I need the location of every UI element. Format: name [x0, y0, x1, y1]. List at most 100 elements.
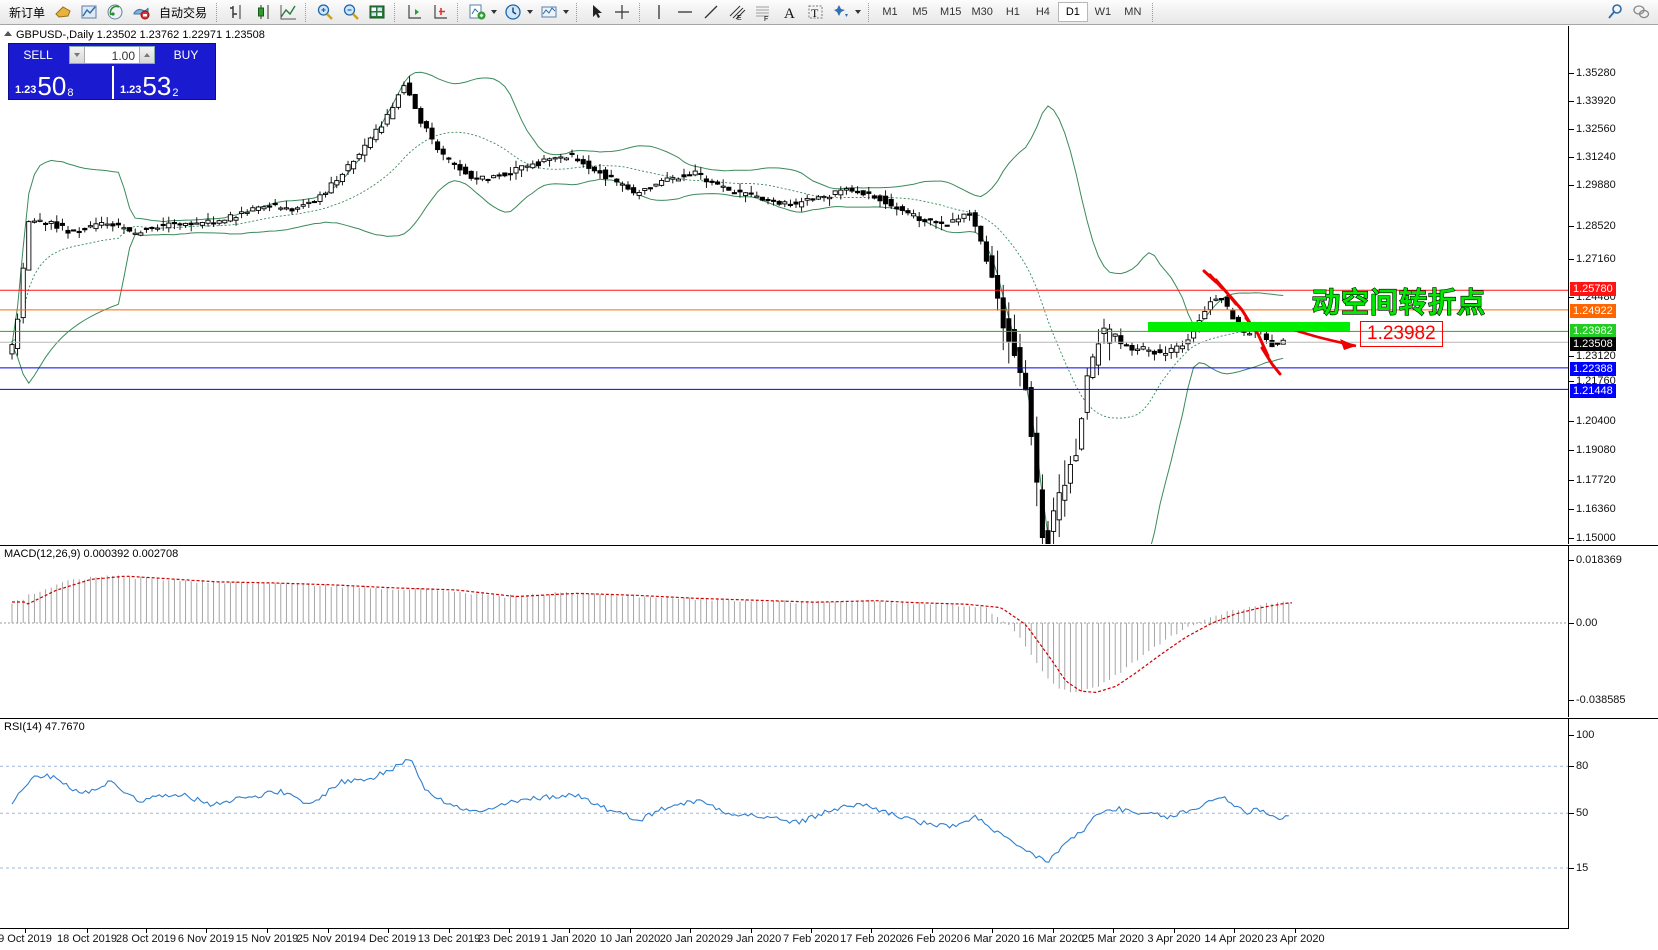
line-chart-icon[interactable] [275, 1, 301, 23]
price-level-badge[interactable]: 1.25780 [1570, 282, 1616, 296]
time-axis-mark [328, 929, 329, 933]
price-axis-tick: 1.15000 [1569, 532, 1616, 544]
price-level-badge[interactable]: 1.23508 [1570, 337, 1616, 351]
trendline-icon[interactable] [698, 1, 724, 23]
sell-price[interactable]: 1.23 50 8 [9, 66, 112, 99]
time-axis-label: 25 Nov 2019 [296, 933, 360, 945]
time-axis-mark [449, 929, 450, 933]
chevron-down-icon[interactable] [563, 10, 570, 14]
zoom-out-icon[interactable] [338, 1, 364, 23]
timeframe-m15[interactable]: M15 [940, 6, 962, 18]
timeframe-m1[interactable]: M1 [882, 6, 898, 18]
templates-icon[interactable] [536, 1, 572, 23]
time-axis-mark [1234, 929, 1235, 933]
indicators-icon[interactable] [464, 1, 500, 23]
chart-shift-icon[interactable] [427, 1, 453, 23]
macd-axis[interactable]: 0.018369 0.00 -0.038585 [1568, 546, 1658, 717]
time-axis-mark [1295, 929, 1296, 933]
timeframe-d1[interactable]: D1 [1057, 2, 1088, 22]
volume-increment-button[interactable] [139, 47, 154, 63]
terminal-icon[interactable] [76, 1, 102, 23]
buy-price-prefix: 1.23 [120, 84, 142, 96]
time-axis-label: 26 Feb 2020 [901, 933, 963, 945]
buy-price[interactable]: 1.23 53 2 [112, 66, 215, 99]
shapes-icon[interactable] [828, 1, 864, 23]
time-axis-mark [932, 929, 933, 933]
price-level-badge[interactable]: 1.21448 [1570, 384, 1616, 398]
price-plot[interactable] [0, 26, 1568, 544]
time-axis-mark [992, 929, 993, 933]
macd-pane[interactable]: MACD(12,26,9) 0.000392 0.002708 0.018369… [0, 545, 1658, 717]
volume-input[interactable]: 1.00 [111, 49, 135, 63]
chat-icon[interactable] [1628, 1, 1654, 23]
sell-price-prefix: 1.23 [15, 84, 37, 96]
signal-icon[interactable] [102, 1, 128, 23]
macd-label: MACD(12,26,9) 0.000392 0.002708 [4, 548, 179, 560]
price-axis[interactable]: 1.35280 1.33920 1.32560 1.31240 1.29880 1.285… [1568, 26, 1658, 573]
timeframe-m30[interactable]: M30 [971, 6, 993, 18]
auto-trading-icon[interactable] [128, 1, 154, 23]
horizontal-line-icon[interactable] [672, 1, 698, 23]
chevron-down-icon[interactable] [527, 10, 534, 14]
time-axis-label: 20 Jan 2020 [659, 933, 721, 945]
volume-decrement-button[interactable] [70, 47, 85, 63]
toolbar-separator [868, 2, 871, 22]
time-axis-mark [811, 929, 812, 933]
toolbar-separator [457, 2, 460, 22]
collapse-triangle-icon[interactable] [4, 31, 12, 36]
timeframe-mn[interactable]: MN [1124, 6, 1142, 18]
price-level-badge[interactable]: 1.22388 [1570, 362, 1616, 376]
text-icon[interactable]: A [776, 1, 802, 23]
search-icon[interactable] [1602, 1, 1628, 23]
vertical-line-icon[interactable] [646, 1, 672, 23]
time-axis-label: 18 Oct 2019 [57, 933, 117, 945]
volume-stepper[interactable]: 1.00 [69, 46, 155, 64]
auto-scroll-icon[interactable] [401, 1, 427, 23]
price-level-badge[interactable]: 1.24922 [1570, 304, 1616, 318]
price-axis-tick: 1.33920 [1569, 95, 1616, 107]
price-axis-tick: 1.19080 [1569, 444, 1616, 456]
chevron-up-icon [144, 53, 150, 57]
price-level-badge[interactable]: 1.23982 [1570, 324, 1616, 338]
rsi-pane[interactable]: RSI(14) 47.7670 100 80 50 15 [0, 718, 1658, 929]
time-axis-mark [206, 929, 207, 933]
timeframe-h1[interactable]: H1 [1005, 6, 1020, 18]
new-order-button[interactable]: 新订单 [4, 1, 50, 23]
svg-text:E: E [737, 15, 742, 22]
bar-chart-icon[interactable] [223, 1, 249, 23]
macd-plot[interactable] [0, 546, 1568, 717]
chart-grid-icon[interactable] [364, 1, 390, 23]
time-axis[interactable]: 9 Oct 2019 18 Oct 2019 28 Oct 2019 6 Nov 20… [0, 928, 1658, 950]
time-axis-label: 7 Feb 2020 [783, 933, 839, 945]
crosshair-icon[interactable] [609, 1, 635, 23]
cursor-icon[interactable] [583, 1, 609, 23]
buy-button[interactable]: BUY [173, 48, 199, 62]
macd-axis-tick: 0.00 [1569, 617, 1597, 629]
rsi-label: RSI(14) 47.7670 [4, 721, 85, 733]
equidistant-channel-icon[interactable]: E [724, 1, 750, 23]
timeframe-w1[interactable]: W1 [1094, 6, 1112, 18]
toolbar-separator [394, 2, 397, 22]
zoom-in-icon[interactable] [312, 1, 338, 23]
auto-trading-button[interactable]: 自动交易 [154, 1, 212, 23]
candlestick-chart-icon[interactable] [249, 1, 275, 23]
rsi-axis-tick: 100 [1569, 729, 1594, 741]
price-axis-tick: 1.17720 [1569, 474, 1616, 486]
one-click-trading-panel[interactable]: SELL 1.00 BUY 1.23 50 8 1.23 53 2 [8, 43, 216, 100]
rsi-plot[interactable] [0, 719, 1568, 929]
chevron-down-icon[interactable] [491, 10, 498, 14]
fibonacci-icon[interactable]: F [750, 1, 776, 23]
rsi-axis[interactable]: 100 80 50 15 [1568, 719, 1658, 929]
price-pane[interactable]: 1.35280 1.33920 1.32560 1.31240 1.29880 1.285… [0, 26, 1658, 573]
period-icon[interactable] [500, 1, 536, 23]
bars-icon[interactable] [50, 1, 76, 23]
chart-window[interactable]: GBPUSD-,Daily 1.23502 1.23762 1.22971 1.… [0, 25, 1658, 950]
text-label-icon[interactable]: T [802, 1, 828, 23]
sell-button[interactable]: SELL [23, 48, 53, 62]
timeframe-m5[interactable]: M5 [912, 6, 928, 18]
timeframe-h4[interactable]: H4 [1035, 6, 1050, 18]
auto-trading-label: 自动交易 [159, 5, 208, 20]
time-axis-label: 6 Mar 2020 [964, 933, 1020, 945]
chevron-down-icon[interactable] [855, 10, 862, 14]
time-axis-mark [630, 929, 631, 933]
